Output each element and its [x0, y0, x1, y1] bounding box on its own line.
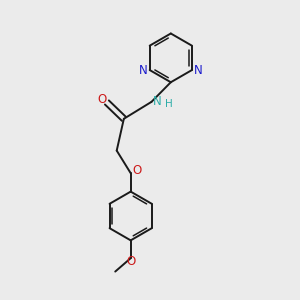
Text: N: N: [139, 64, 148, 76]
Text: O: O: [126, 255, 135, 268]
Text: O: O: [133, 164, 142, 177]
Text: N: N: [194, 64, 203, 76]
Text: H: H: [165, 99, 173, 109]
Text: O: O: [97, 93, 106, 106]
Text: N: N: [152, 95, 161, 108]
